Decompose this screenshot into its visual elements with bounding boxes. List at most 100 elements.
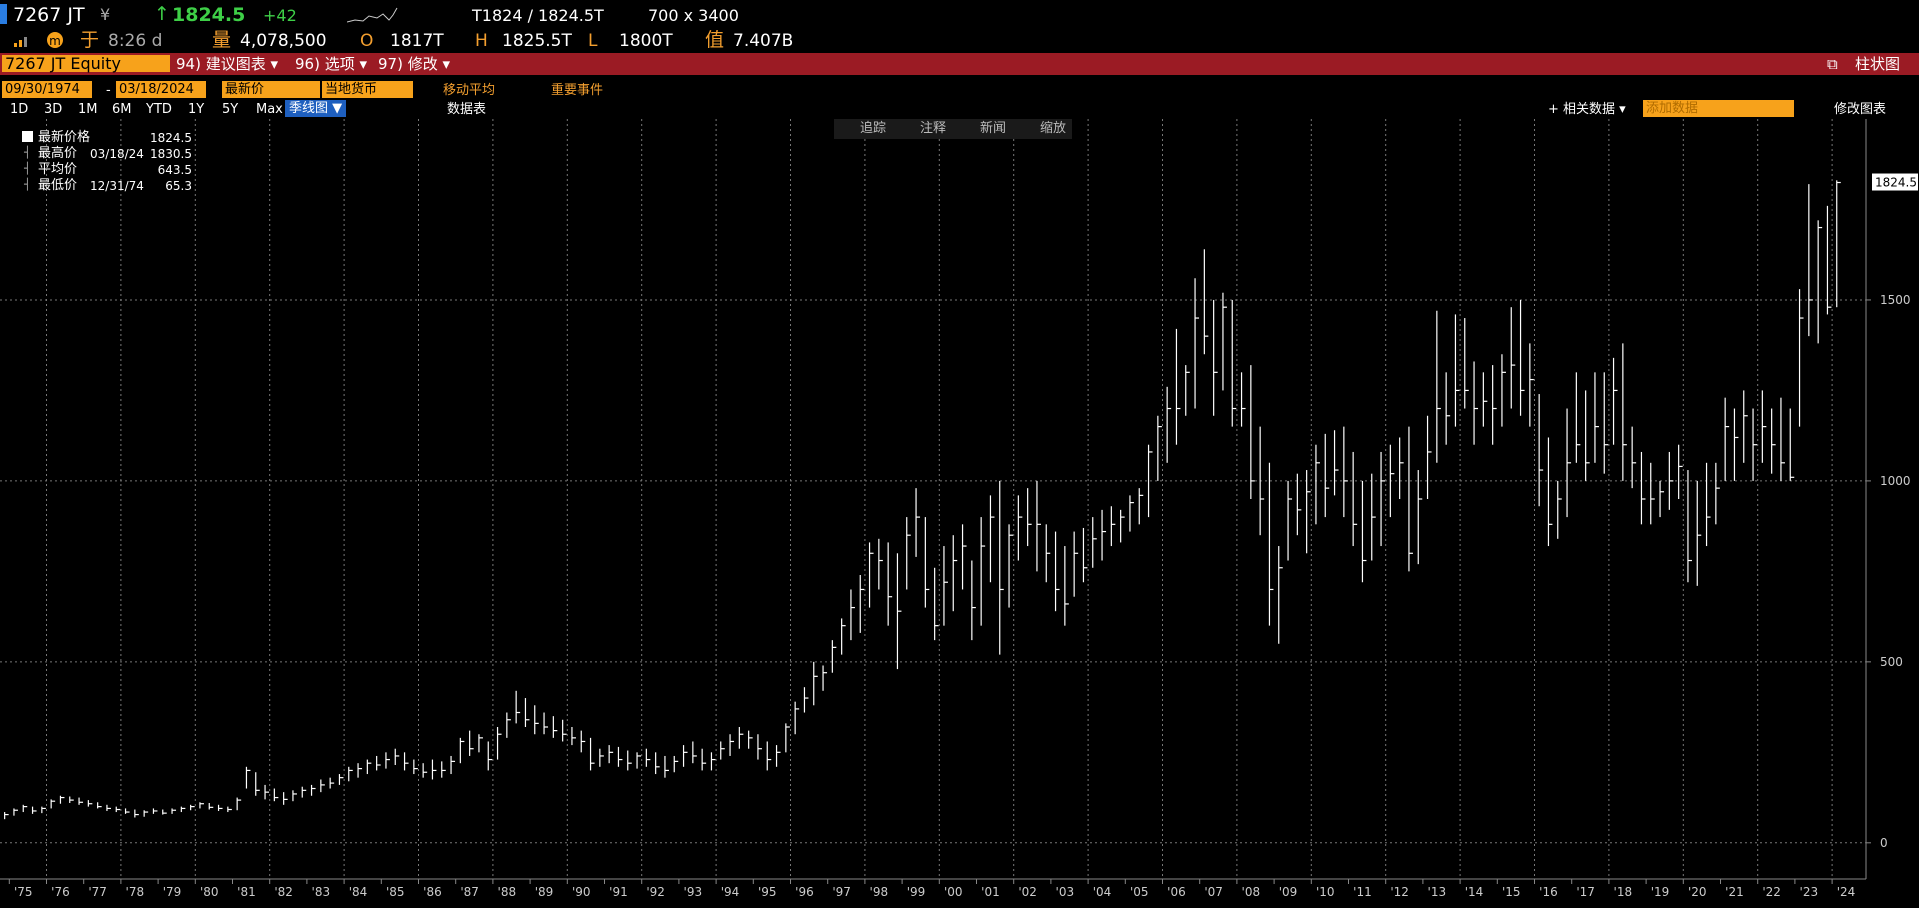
x-tick-label: '17 <box>1576 885 1595 899</box>
period-button[interactable]: 5Y <box>222 102 239 117</box>
x-tick-label: '86 <box>423 885 442 899</box>
x-tick-label: '99 <box>907 885 926 899</box>
add-data[interactable]: 添加数据 <box>1643 100 1794 117</box>
chart-kind-icon[interactable]: ⧉ <box>1827 55 1838 73</box>
high: 1825.5T <box>502 31 572 51</box>
legend-name: 最新价格 <box>38 130 91 145</box>
x-tick-label: '14 <box>1465 885 1484 899</box>
x-tick-label: '92 <box>646 885 665 899</box>
chart-tool[interactable]: 追踪 <box>860 121 887 136</box>
legend-name: 最高价 <box>38 146 78 161</box>
period-button[interactable]: 1D <box>10 102 29 117</box>
table-button[interactable]: 数据表 <box>447 102 487 117</box>
x-tick-label: '23 <box>1800 885 1819 899</box>
legend-date: 03/18/24 <box>90 147 144 161</box>
y-tick-label: 0 <box>1880 836 1888 850</box>
x-tick-label: '89 <box>535 885 554 899</box>
bid-ask-size: 700 x 3400 <box>648 6 739 25</box>
x-tick-label: '85 <box>386 885 405 899</box>
menu-bar <box>0 53 1919 75</box>
low-label: L <box>588 31 598 51</box>
legend-value: 65.3 <box>165 179 192 193</box>
x-tick-label: '21 <box>1725 885 1744 899</box>
x-tick-label: '80 <box>200 885 219 899</box>
status-icons: m <box>14 32 63 48</box>
x-tick-label: '81 <box>237 885 256 899</box>
x-tick-label: '10 <box>1316 885 1335 899</box>
x-tick-label: '91 <box>609 885 628 899</box>
legend-value: 643.5 <box>157 163 192 177</box>
legend-icon: ┤ <box>24 178 31 191</box>
chart-tool[interactable]: 缩放 <box>1040 121 1067 136</box>
value-label: 值 <box>705 29 725 51</box>
price-tag-box <box>1872 173 1918 191</box>
chart-kind[interactable]: 柱状图 <box>1855 55 1901 73</box>
edit-chart[interactable]: 修改图表 <box>1834 102 1887 117</box>
legend-icon: ┤ <box>24 162 31 175</box>
start-date[interactable]: 09/30/1974 <box>2 81 92 98</box>
x-tick-label: '93 <box>684 885 703 899</box>
open-label: O <box>360 31 374 51</box>
x-tick-label: '18 <box>1614 885 1633 899</box>
x-tick-label: '00 <box>944 885 963 899</box>
volume: 4,078,500 <box>240 31 327 51</box>
x-tick-label: '76 <box>51 885 70 899</box>
ticker: 7267 JT <box>13 4 85 26</box>
y-tick-label: 500 <box>1880 655 1903 669</box>
bid-ask: T1824 / 1824.5T <box>472 6 604 25</box>
period-button[interactable]: 1M <box>78 102 98 117</box>
change: +42 <box>263 6 297 25</box>
x-tick-label: '03 <box>1056 885 1075 899</box>
period-button[interactable]: YTD <box>146 102 172 117</box>
x-tick-label: '06 <box>1167 885 1186 899</box>
period-button[interactable]: Max <box>256 102 283 117</box>
value: 7.407B <box>733 31 794 51</box>
period-button[interactable]: 3D <box>44 102 63 117</box>
end-date[interactable]: 03/18/2024 <box>116 81 206 98</box>
svg-text:m: m <box>49 34 61 48</box>
period-button[interactable]: 6M <box>112 102 132 117</box>
frequency[interactable]: 季线图 ▼ <box>285 100 347 117</box>
y-tick-label: 1000 <box>1880 474 1911 488</box>
security-field[interactable]: 7267 JT Equity <box>2 55 170 72</box>
status-marker <box>0 4 7 24</box>
x-tick-label: '82 <box>274 885 293 899</box>
x-tick-label: '04 <box>1093 885 1112 899</box>
legend-name: 最低价 <box>38 178 78 193</box>
legend-value: 1824.5 <box>150 131 192 145</box>
x-tick-label: '88 <box>498 885 517 899</box>
x-tick-label: '19 <box>1651 885 1670 899</box>
legend-value: 1830.5 <box>150 147 192 161</box>
menu-item[interactable]: 94) 建议图表 ▾ <box>176 55 279 73</box>
option[interactable]: 移动平均 <box>443 83 496 98</box>
price-tag: 1824.5 <box>1875 176 1917 190</box>
x-tick-label: '09 <box>1279 885 1298 899</box>
volume-label: 量 <box>212 29 232 51</box>
related-data[interactable]: + 相关数据 ▾ <box>1548 102 1626 117</box>
x-tick-label: '12 <box>1390 885 1409 899</box>
legend-icon: ┤ <box>24 146 31 159</box>
x-tick-label: '08 <box>1242 885 1261 899</box>
up-arrow: ↑ <box>154 3 170 25</box>
x-tick-label: '77 <box>88 885 107 899</box>
chart-tool[interactable]: 新闻 <box>980 121 1007 136</box>
menu-item[interactable]: 97) 修改 ▾ <box>378 55 451 73</box>
currency: ¥ <box>100 5 111 24</box>
period-button[interactable]: 1Y <box>188 102 205 117</box>
currency-select[interactable]: 当地货币 <box>322 81 413 98</box>
x-tick-label: '75 <box>14 885 33 899</box>
date-dash: - <box>106 83 111 98</box>
field-select[interactable]: 最新价 <box>222 81 320 98</box>
option[interactable]: 重要事件 <box>551 83 604 98</box>
chart-tools <box>834 119 1072 139</box>
time-label: 于 <box>80 29 100 51</box>
legend-date: 12/31/74 <box>90 179 144 193</box>
x-tick-label: '22 <box>1762 885 1781 899</box>
chart: 0 500 1000 1500 '75 '76 '77 '78 '79 '80 '81 '82 '83 '… <box>0 119 1918 899</box>
x-tick-label: '11 <box>1353 885 1372 899</box>
x-tick-label: '83 <box>312 885 331 899</box>
low: 1800T <box>619 31 673 51</box>
chart-tool[interactable]: 注释 <box>920 121 947 136</box>
high-label: H <box>475 31 488 51</box>
menu-item[interactable]: 96) 选项 ▾ <box>295 55 368 73</box>
